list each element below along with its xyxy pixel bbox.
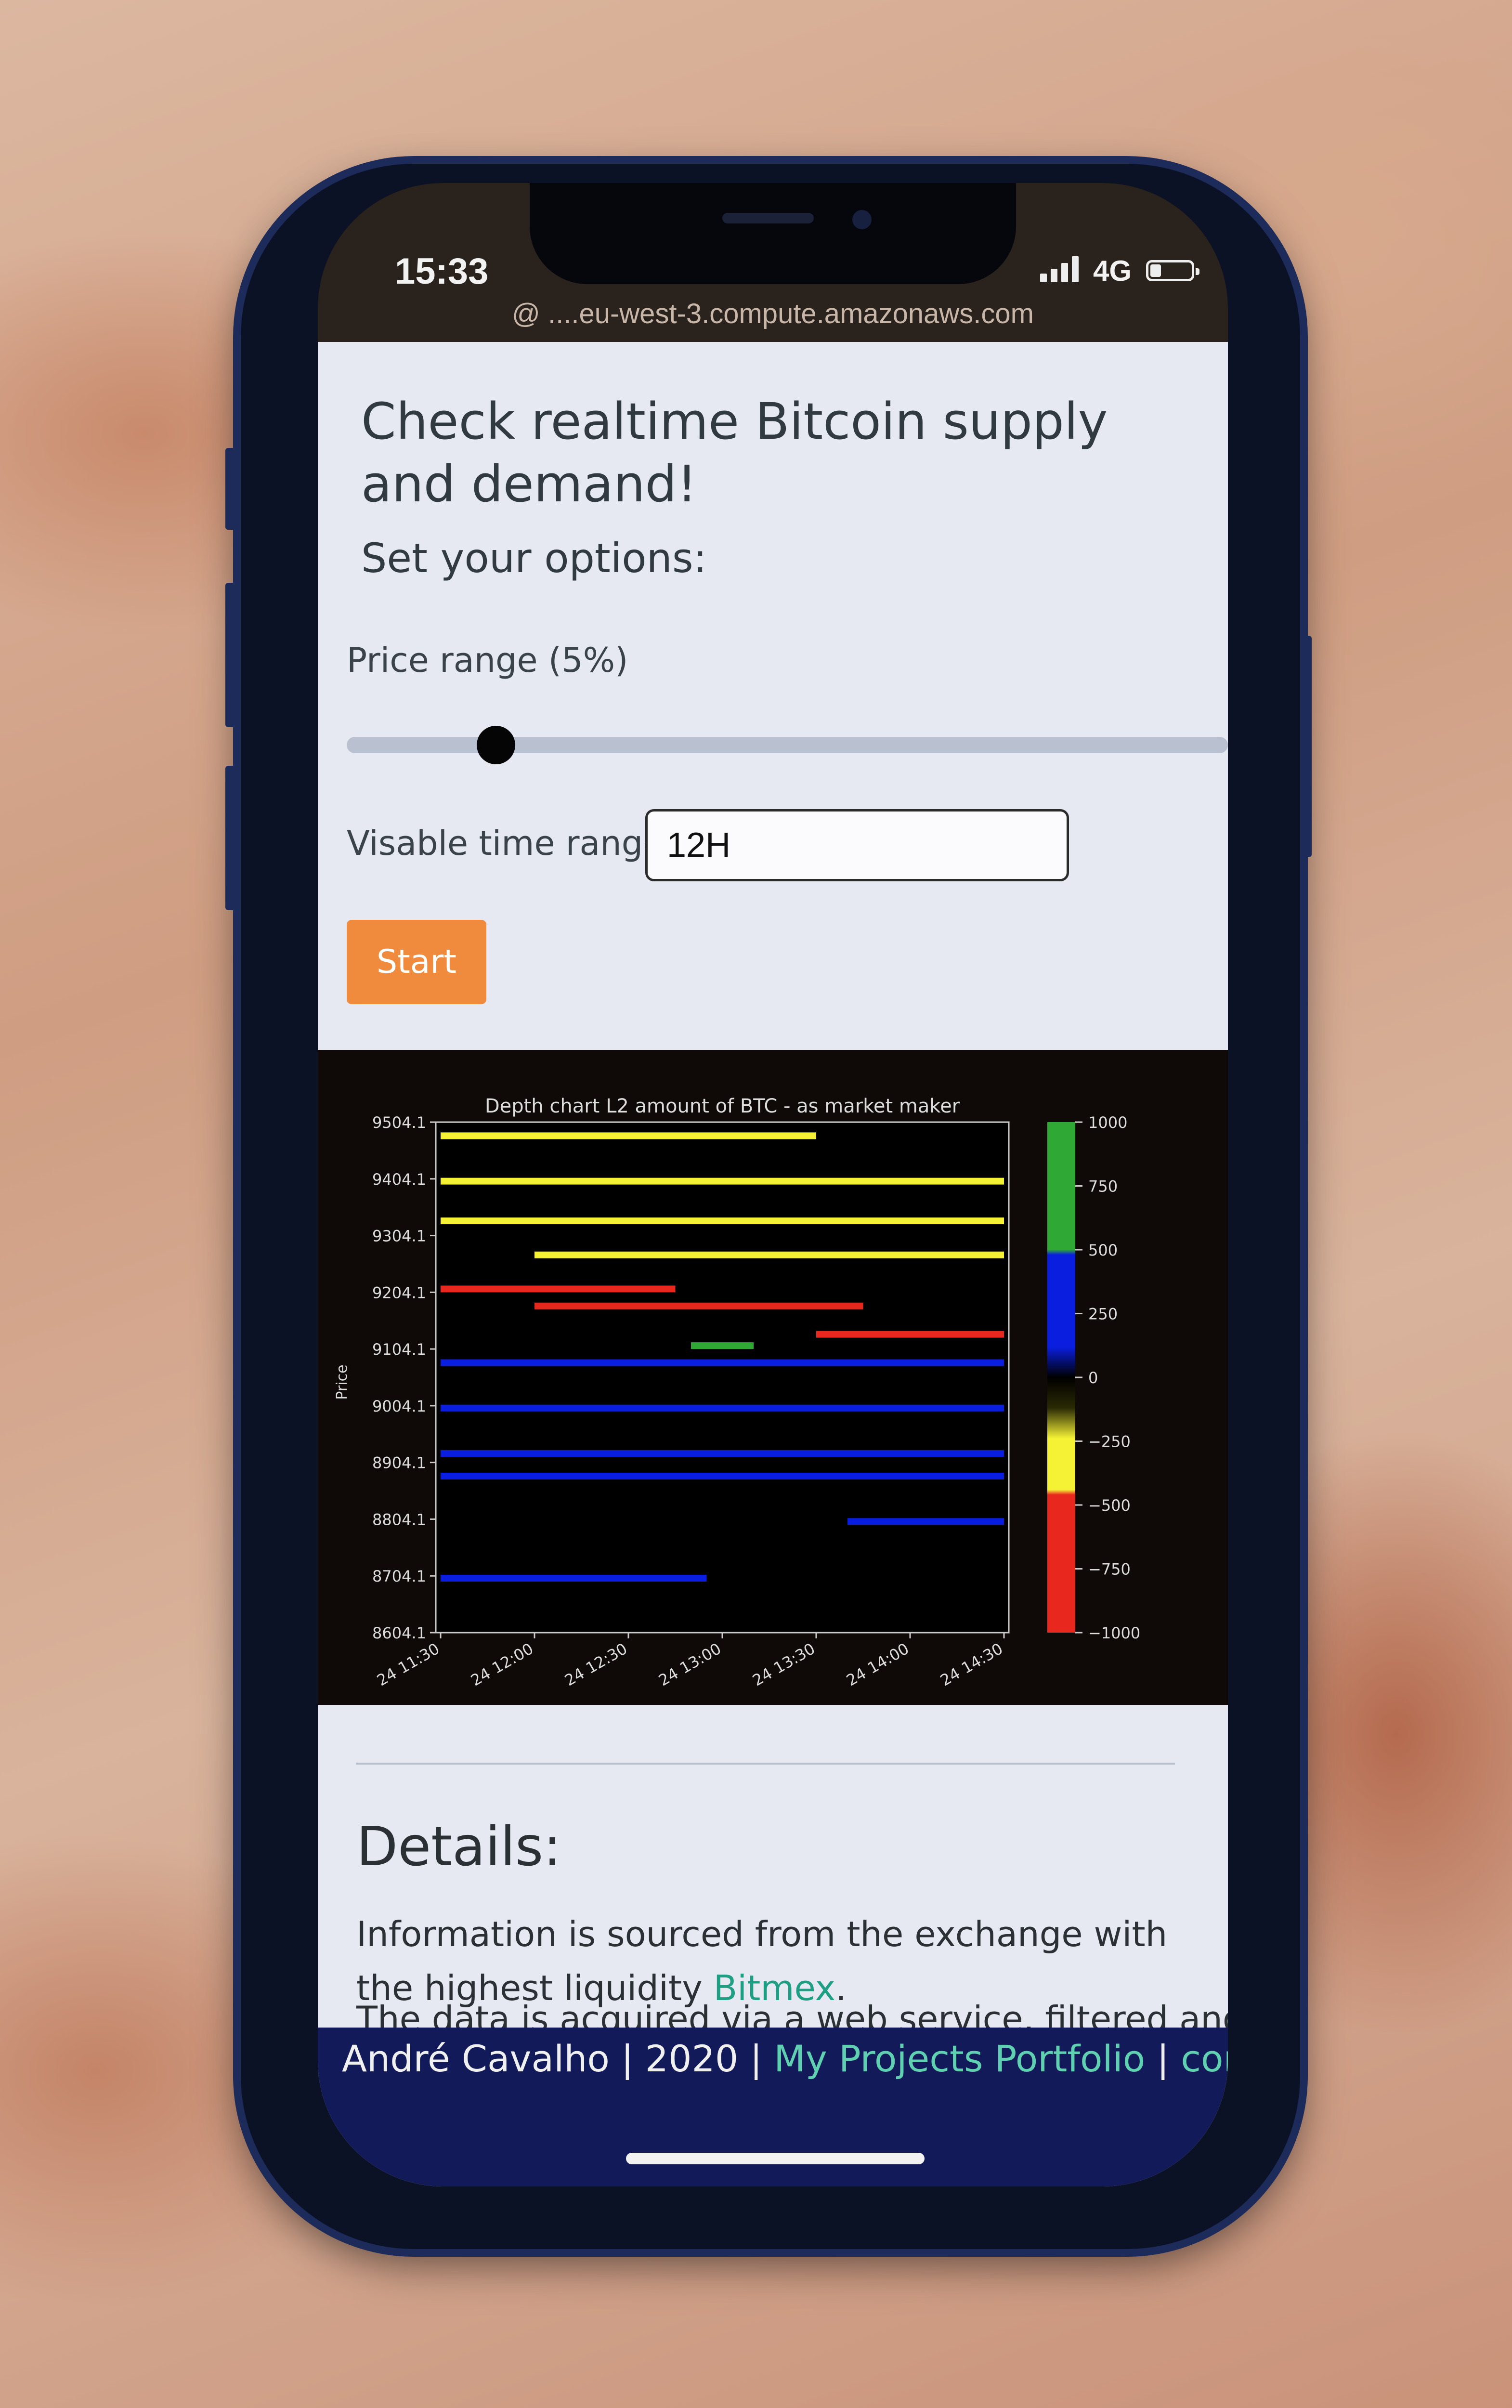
colorbar-tick-label: −1000 xyxy=(1088,1624,1140,1642)
y-tick-label: 9004.1 xyxy=(372,1397,426,1415)
x-tick-label: 24 12:00 xyxy=(468,1639,536,1689)
depth-band-11 xyxy=(441,1473,1004,1480)
divider xyxy=(356,1763,1175,1765)
bitmex-link[interactable]: Bitmex xyxy=(713,1968,836,2008)
colorbar-tick-label: −250 xyxy=(1088,1433,1131,1451)
plot-area xyxy=(435,1121,1010,1634)
phone-screen: 15:33 4G @ ....eu-west-3.compute.amazona… xyxy=(318,183,1228,2186)
y-axis-label: Price xyxy=(334,1364,351,1400)
depth-band-10 xyxy=(441,1450,1004,1457)
colorbar-tick-label: 750 xyxy=(1088,1178,1118,1196)
depth-band-5 xyxy=(534,1302,863,1309)
depth-band-9 xyxy=(441,1404,1004,1412)
depth-band-12 xyxy=(847,1518,1004,1525)
x-tick-label: 24 12:30 xyxy=(561,1639,630,1689)
y-tick-label: 9504.1 xyxy=(372,1113,426,1132)
details-text: Information is sourced from the exchange… xyxy=(356,1914,1168,2008)
depth-chart-svg: Depth chart L2 amount of BTC - as market… xyxy=(334,1095,1140,1689)
start-button[interactable]: Start xyxy=(347,920,486,1004)
colorbar xyxy=(1047,1122,1075,1633)
footer-separator: | xyxy=(1145,2037,1181,2080)
contact-link[interactable]: contact xyxy=(1181,2037,1228,2080)
page-title: Check realtime Bitcoin supply and demand… xyxy=(361,392,1108,513)
y-tick-label: 9404.1 xyxy=(372,1170,426,1189)
colorbar-tick-label: −750 xyxy=(1088,1560,1131,1579)
colorbar-tick-label: 0 xyxy=(1088,1369,1098,1387)
page-content: Check realtime Bitcoin supply and demand… xyxy=(318,342,1228,2028)
status-bar: 15:33 4G @ ....eu-west-3.compute.amazona… xyxy=(318,183,1228,342)
details-paragraph: Information is sourced from the exchange… xyxy=(356,1907,1199,2015)
options-heading: Set your options: xyxy=(361,535,707,582)
battery-icon xyxy=(1146,260,1199,281)
depth-band-4 xyxy=(441,1285,676,1293)
y-tick-label: 9204.1 xyxy=(372,1283,426,1302)
address-bar[interactable]: @ ....eu-west-3.compute.amazonaws.com xyxy=(512,298,1034,329)
web-page: Check realtime Bitcoin supply and demand… xyxy=(318,342,1228,2186)
time-range-label: Visable time range: xyxy=(347,824,675,863)
volume-up-button xyxy=(225,583,237,727)
y-tick-label: 9304.1 xyxy=(372,1227,426,1245)
details-paragraph-2: The data is acquired via a web service, … xyxy=(356,1999,1228,2028)
details-heading: Details: xyxy=(356,1816,562,1878)
front-camera xyxy=(852,210,872,229)
status-time: 15:33 xyxy=(395,251,489,292)
y-tick-label: 8604.1 xyxy=(372,1624,426,1642)
y-tick-label: 8904.1 xyxy=(372,1454,426,1472)
silent-switch xyxy=(225,448,237,530)
network-type: 4G xyxy=(1093,255,1132,287)
y-tick-label: 9104.1 xyxy=(372,1340,426,1359)
x-tick-label: 24 11:30 xyxy=(374,1639,443,1689)
power-button xyxy=(1300,636,1312,857)
details-period: . xyxy=(835,1968,847,2008)
volume-down-button xyxy=(225,766,237,910)
home-indicator[interactable] xyxy=(626,2153,925,2164)
depth-band-8 xyxy=(441,1359,1004,1366)
depth-band-7 xyxy=(691,1342,754,1349)
x-tick-label: 24 13:30 xyxy=(749,1639,818,1689)
colorbar-tick-label: 500 xyxy=(1088,1241,1118,1259)
footer-author: André Cavalho | 2020 | xyxy=(342,2037,774,2080)
price-range-label: Price range (5%) xyxy=(347,641,628,680)
earpiece-speaker xyxy=(722,213,814,223)
x-tick-label: 24 14:30 xyxy=(937,1639,1006,1689)
y-tick-label: 8704.1 xyxy=(372,1567,426,1585)
depth-band-2 xyxy=(441,1217,1004,1225)
signal-icon xyxy=(1040,255,1079,282)
x-tick-label: 24 13:00 xyxy=(655,1639,724,1689)
depth-band-0 xyxy=(441,1132,816,1139)
depth-band-3 xyxy=(534,1251,1004,1258)
colorbar-tick-label: 250 xyxy=(1088,1305,1118,1323)
price-range-slider-thumb[interactable] xyxy=(477,726,515,764)
chart-title: Depth chart L2 amount of BTC - as market… xyxy=(485,1095,960,1117)
x-tick-label: 24 14:00 xyxy=(843,1639,912,1689)
depth-chart: Depth chart L2 amount of BTC - as market… xyxy=(318,1050,1228,1705)
portfolio-link[interactable]: My Projects Portfolio xyxy=(774,2037,1146,2080)
depth-band-1 xyxy=(441,1178,1004,1185)
colorbar-tick-label: 1000 xyxy=(1088,1113,1127,1132)
colorbar-tick-label: −500 xyxy=(1088,1496,1131,1515)
notch xyxy=(530,183,1016,284)
y-tick-label: 8804.1 xyxy=(372,1510,426,1529)
depth-band-13 xyxy=(441,1575,707,1582)
depth-band-6 xyxy=(816,1331,1004,1338)
time-range-input[interactable]: 12H xyxy=(645,809,1069,881)
